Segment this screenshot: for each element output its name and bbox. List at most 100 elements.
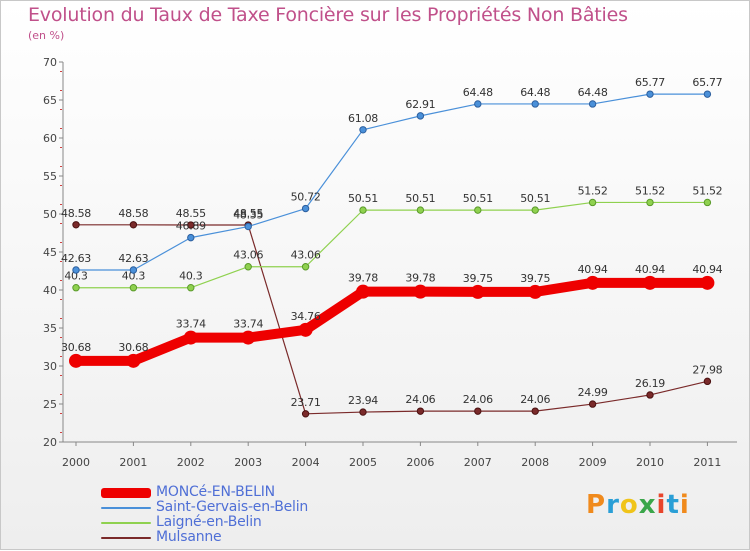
data-point [646, 198, 654, 207]
series-line [75, 224, 709, 415]
data-point [703, 377, 712, 386]
data-label: 48.55 [176, 207, 206, 220]
data-point [700, 275, 715, 290]
data-point [416, 112, 425, 120]
data-label: 24.06 [520, 393, 550, 406]
y-tick-label: 65 [43, 94, 57, 107]
data-label: 23.94 [348, 394, 378, 407]
x-tick-label: 2011 [693, 456, 721, 469]
data-point [129, 284, 138, 292]
data-label: 61.08 [348, 112, 378, 125]
data-point [183, 330, 198, 345]
series-line [71, 277, 713, 366]
data-point [531, 206, 539, 214]
data-label: 40.3 [122, 270, 146, 283]
data-label: 51.52 [578, 184, 608, 197]
data-point [531, 100, 539, 108]
data-point [585, 275, 600, 290]
logo-letter: o [619, 490, 639, 520]
y-tick-label: 35 [43, 322, 57, 335]
legend-label: MONCé-EN-BELIN [156, 484, 275, 500]
x-tick-label: 2009 [579, 456, 607, 469]
data-label: 40.94 [578, 263, 608, 276]
data-label: 50.51 [463, 192, 493, 205]
data-label: 27.98 [692, 363, 722, 376]
data-point [129, 266, 138, 274]
data-point [528, 284, 543, 299]
logo-letter: x [638, 490, 657, 520]
x-tick-label: 2002 [177, 456, 205, 469]
data-label: 39.75 [520, 272, 550, 285]
x-tick-label: 2007 [464, 456, 492, 469]
data-point [359, 206, 367, 214]
data-point [359, 408, 367, 416]
data-point [588, 400, 597, 408]
data-label: 26.19 [635, 377, 665, 390]
data-point [301, 263, 310, 271]
y-tick-label: 60 [43, 132, 57, 145]
data-point [588, 198, 597, 207]
data-label: 64.48 [578, 86, 608, 99]
data-point [646, 90, 654, 98]
legend-item: Mulsanne [101, 530, 308, 545]
data-label: 34.76 [291, 310, 321, 323]
legend-swatch [101, 506, 151, 509]
legend-label: Mulsanne [156, 529, 222, 545]
x-tick-label: 2008 [521, 456, 549, 469]
data-label: 64.48 [463, 86, 493, 99]
data-label: 65.77 [692, 76, 722, 89]
data-point [129, 221, 138, 229]
logo-letter: i [679, 490, 690, 520]
legend-item: Laigné-en-Belin [101, 515, 308, 530]
data-label: 40.3 [64, 270, 88, 283]
series-line [75, 201, 709, 289]
data-label: 50.72 [291, 191, 321, 204]
data-point [531, 407, 539, 415]
data-point [187, 233, 195, 242]
y-tick-label: 70 [43, 56, 57, 69]
data-point [416, 407, 425, 415]
logo-letter: t [666, 490, 680, 520]
data-point [470, 284, 485, 299]
data-label: 46.89 [176, 220, 206, 233]
data-label: 33.74 [233, 318, 263, 331]
data-point [413, 284, 428, 299]
series-group: 42.63 42.63 46.89 48.35 50.72 61.08 62.91 64.48… [61, 76, 723, 274]
data-label: 23.71 [291, 396, 321, 409]
data-point [187, 221, 195, 229]
data-label: 50.51 [348, 192, 378, 205]
data-point [244, 263, 252, 271]
legend-item: Saint-Gervais-en-Belin [101, 500, 308, 515]
data-point [69, 353, 83, 368]
x-tick-label: 2010 [636, 456, 664, 469]
data-label: 65.77 [635, 76, 665, 89]
data-label: 42.63 [61, 252, 91, 265]
logo-letter: r [606, 490, 620, 520]
legend-label: Laigné-en-Belin [156, 514, 262, 530]
data-point [474, 206, 482, 214]
logo-letter: P [586, 490, 607, 520]
data-point [301, 204, 310, 213]
data-point [646, 391, 654, 399]
data-label: 39.78 [348, 272, 378, 285]
logo-letter: i [656, 490, 667, 520]
legend-item: MONCé-EN-BELIN [101, 485, 308, 500]
data-label: 40.94 [692, 263, 722, 276]
data-label: 48.58 [61, 207, 91, 220]
data-point [588, 100, 597, 108]
series-group: 40.3 40.3 40.3 43.06 43.06 50.51 50.51 50.51 50.… [64, 184, 723, 292]
data-label: 40.94 [635, 263, 665, 276]
y-tick-label: 25 [43, 398, 57, 411]
data-point [126, 353, 141, 368]
data-label: 42.63 [118, 252, 148, 265]
data-point [72, 266, 80, 274]
data-point [301, 410, 310, 418]
legend-label: Saint-Gervais-en-Belin [156, 499, 309, 515]
data-label: 33.74 [176, 318, 206, 331]
y-tick-label: 45 [43, 246, 57, 259]
data-label: 51.52 [692, 184, 722, 197]
data-point [298, 322, 313, 337]
unit-label: (en %) [28, 29, 65, 42]
